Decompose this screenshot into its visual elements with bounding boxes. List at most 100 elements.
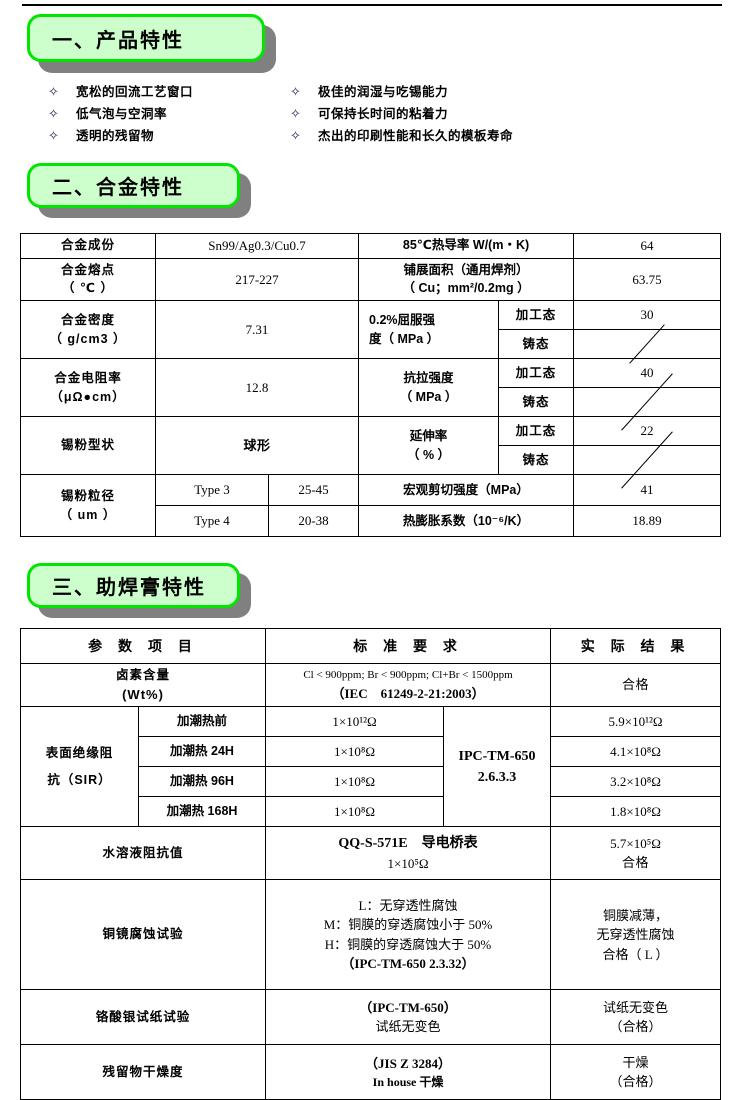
section-header-product: 一、产品特性	[27, 14, 265, 62]
list-item-label: 透明的残留物	[76, 129, 155, 143]
alloy-row-label: 合金熔点 （ ℃ ）	[20, 257, 156, 301]
alloy-row-right-label-line2: （ % ）	[406, 447, 451, 462]
sir-result: 3.2×10⁸Ω	[550, 766, 722, 798]
alloy-row-right-label-line2: （ MPa ）	[399, 389, 458, 404]
list-item: ✧ 可保持长时间的粘着力	[290, 103, 513, 125]
alloy-row-value: 217-227	[154, 257, 360, 301]
flux-result-line1: 5.7×10⁵Ω	[610, 835, 661, 851]
alloy-state-label: 铸态	[498, 445, 575, 475]
sir-condition: 加潮热 24H	[137, 736, 267, 768]
alloy-state-value: 30	[573, 300, 722, 330]
table-row: 残留物干燥度 （JIS Z 3284） In house 干燥 干燥 （合格）	[19, 1044, 722, 1100]
alloy-row-label-line2: （ ℃ ）	[61, 281, 115, 296]
alloy-row-right-label: 延伸率 （ % ）	[358, 416, 500, 475]
list-item-label: 宽松的回流工艺窗口	[76, 85, 194, 99]
diamond-bullet-icon: ✧	[290, 84, 302, 99]
flux-result-line2: （合格）	[609, 1074, 662, 1090]
table-row: 加潮热 96H 1×10⁸Ω 3.2×10⁸Ω	[21, 766, 722, 798]
flux-standard: QQ-S-571E 导电桥表 1×10⁵Ω	[265, 826, 552, 881]
flux-standard-line1: L：无穿透性腐蚀	[358, 897, 458, 913]
alloy-row-value: 球形	[154, 416, 360, 475]
alloy-row-right-label-line1: 抗拉强度	[403, 370, 454, 385]
alloy-row-label: 合金电阻率 （μΩ●cm）	[20, 358, 156, 417]
alloy-row-right-value: 63.75	[573, 257, 722, 301]
flux-param-name-line1: 卤素含量	[116, 668, 171, 682]
flux-standard: L：无穿透性腐蚀 M：铜膜的穿透腐蚀小于 50% H：铜膜的穿透腐蚀大于 50%…	[265, 879, 552, 991]
flux-param-name-line2: (Wt%)	[122, 686, 164, 702]
sir-standard: 1×10¹²Ω	[265, 706, 445, 738]
alloy-row-label-line1: 锡粉粒径	[60, 488, 115, 503]
alloy-row-right-label-line2: 度（ MPa ）	[369, 331, 440, 346]
alloy-row-label: 合金成份	[20, 233, 156, 259]
flux-standard: （JIS Z 3284） In house 干燥	[265, 1044, 552, 1100]
alloy-row-right-label-line2: （ Cu；mm²/0.2mg ）	[402, 281, 530, 296]
flux-param-name: 卤素含量 (Wt%)	[19, 662, 267, 708]
flux-result: 试纸无变色 （合格）	[550, 989, 722, 1046]
flux-result-line1: 试纸无变色	[603, 999, 669, 1015]
section-header-alloy-label: 二、合金特性	[52, 177, 184, 199]
sir-condition: 加潮热 96H	[137, 766, 267, 798]
alloy-row-right-value: 18.89	[573, 505, 722, 537]
flux-standard-line1: （JIS Z 3284）	[365, 1055, 451, 1071]
alloy-state-label: 加工态	[498, 300, 575, 330]
flux-result: 干燥 （合格）	[550, 1044, 722, 1100]
table-row: 表面绝缘阻 抗（SIR） 加潮热前 1×10¹²Ω IPC-TM-650 2.6…	[20, 706, 722, 828]
section-header-product-label: 一、产品特性	[52, 29, 184, 52]
diamond-bullet-icon: ✧	[290, 106, 302, 121]
alloy-row-label: 合金密度 （ g/cm3 ）	[20, 300, 156, 359]
document-page: 一、产品特性 ✧ 宽松的回流工艺窗口 ✧ 低气泡与空洞率 ✧ 透明的残留物 ✧ …	[0, 0, 745, 1062]
alloy-state-value: 40	[573, 358, 722, 388]
sir-standard: 1×10⁸Ω	[265, 736, 445, 768]
sir-condition: 加潮热 168H	[137, 796, 267, 828]
alloy-row-right-label: 0.2%屈服强 度（ MPa ）	[358, 300, 500, 359]
flux-result-line3: 合格（ L ）	[602, 946, 669, 962]
table-row: 铸态	[21, 445, 722, 475]
flux-result-line2: 合格	[622, 855, 650, 871]
powder-range: 20-38	[267, 505, 360, 537]
column-header-parameter: 参 数 项 目	[19, 628, 267, 664]
feature-list-left: ✧ 宽松的回流工艺窗口 ✧ 低气泡与空洞率 ✧ 透明的残留物	[48, 81, 193, 147]
list-item: ✧ 杰出的印刷性能和长久的模板寿命	[290, 125, 513, 147]
diamond-bullet-icon: ✧	[48, 84, 60, 99]
flux-result-line2: （合格）	[609, 1019, 662, 1035]
alloy-row-label: 锡粉型状	[20, 416, 156, 475]
list-item-label: 极佳的润湿与吃锡能力	[318, 85, 449, 99]
alloy-row-value: Sn99/Ag0.3/Cu0.7	[154, 233, 360, 259]
table-row: 铬酸银试纸试验 （IPC-TM-650） 试纸无变色 试纸无变色 （合格）	[19, 989, 722, 1046]
flux-test-method: IPC-TM-650 2.6.3.3	[443, 706, 552, 828]
table-header-row: 参 数 项 目 标 准 要 求 实 际 结 果	[19, 628, 722, 664]
flux-standard-line2: In house 干燥	[372, 1075, 444, 1089]
flux-standard-line1: QQ-S-571E 导电桥表	[338, 836, 478, 851]
diamond-bullet-icon: ✧	[290, 128, 302, 143]
alloy-row-right-label-line1: 铺展面积（通用焊剂）	[403, 262, 529, 277]
diamond-bullet-icon: ✧	[48, 128, 60, 143]
flux-standard-line2: 1×10⁵Ω	[387, 856, 429, 871]
alloy-state-value-na	[573, 445, 722, 475]
list-item: ✧ 低气泡与空洞率	[48, 103, 193, 125]
powder-range: 25-45	[267, 474, 360, 506]
section-header-flux: 三、助焊膏特性	[27, 563, 240, 608]
flux-standard-line2: （IEC 61249-2-21:2003）	[331, 685, 485, 701]
flux-result-line2: 无穿透性腐蚀	[596, 927, 675, 942]
alloy-state-label: 铸态	[498, 329, 575, 359]
powder-type: Type 4	[155, 505, 269, 537]
flux-standard-line2: M：铜膜的穿透腐蚀小于 50%	[323, 917, 493, 933]
flux-param-name: 残留物干燥度	[19, 1044, 267, 1100]
flux-standard-line1: Cl < 900ppm; Br < 900ppm; Cl+Br < 1500pp…	[303, 669, 513, 682]
alloy-row-right-label-line1: 0.2%屈服强	[369, 312, 436, 327]
table-row: 锡粉型状 球形 延伸率 （ % ） 加工态 22	[20, 416, 722, 475]
alloy-row-right-label: 抗拉强度 （ MPa ）	[358, 358, 500, 417]
powder-type: Type 3	[155, 474, 269, 506]
alloy-row-value: 7.31	[154, 300, 360, 359]
alloy-row-label-line1: 合金熔点	[60, 262, 115, 277]
flux-standard: Cl < 900ppm; Br < 900ppm; Cl+Br < 1500pp…	[265, 662, 552, 708]
sir-standard: 1×10⁸Ω	[265, 766, 445, 798]
flux-test-method-line2: 2.6.3.3	[477, 769, 517, 785]
flux-standard-line4: （IPC-TM-650 2.3.32）	[341, 956, 475, 972]
feature-list-right: ✧ 极佳的润湿与吃锡能力 ✧ 可保持长时间的粘着力 ✧ 杰出的印刷性能和长久的模…	[290, 81, 513, 147]
flux-param-name-line2: 抗（SIR）	[47, 772, 112, 787]
top-divider-rule	[22, 4, 722, 6]
sir-condition: 加潮热前	[137, 706, 267, 738]
sir-standard: 1×10⁸Ω	[265, 796, 445, 828]
column-header-standard: 标 准 要 求	[265, 628, 552, 664]
